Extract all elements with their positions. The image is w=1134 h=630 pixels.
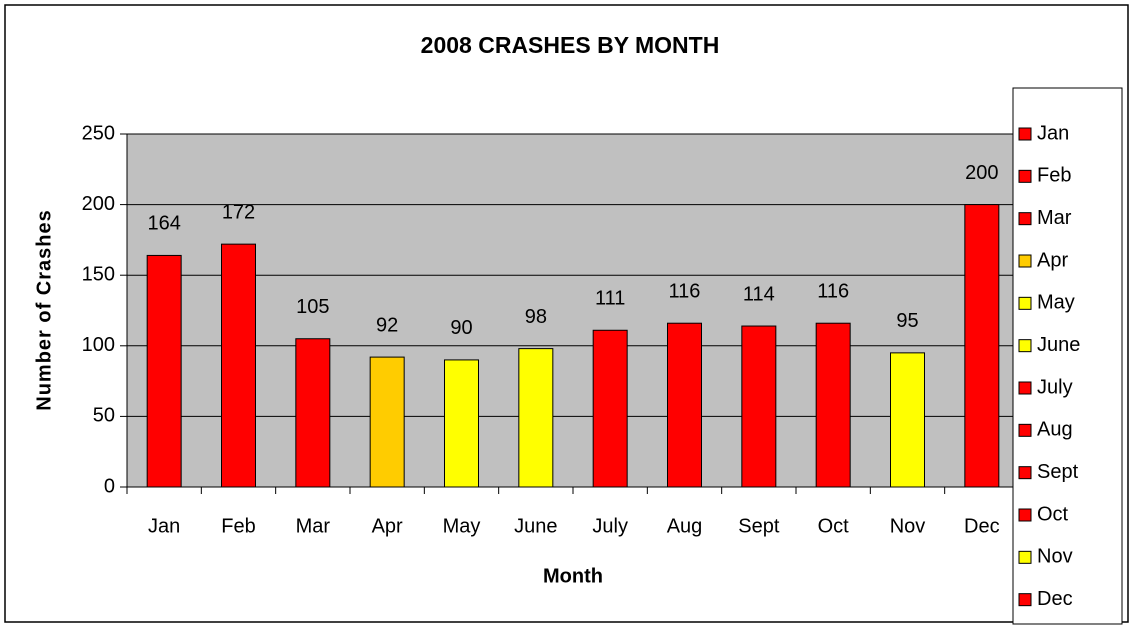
x-tick-label: Dec [964, 515, 1000, 537]
legend-label: Apr [1037, 249, 1068, 271]
legend-label: June [1037, 334, 1080, 356]
legend-label: Nov [1037, 546, 1073, 568]
y-tick-label: 200 [82, 193, 115, 215]
bar [444, 359, 479, 488]
y-axis-label: Number of Crashes [33, 209, 55, 411]
data-label: 116 [669, 280, 701, 302]
x-tick-label: Jan [148, 515, 180, 537]
data-label: 98 [525, 306, 547, 328]
legend-swatch [1018, 550, 1032, 564]
bar [295, 338, 331, 488]
x-tick-label: Oct [818, 515, 850, 537]
legend-label: Feb [1037, 165, 1071, 187]
x-tick-label: Apr [372, 515, 403, 537]
bar [221, 243, 256, 488]
legend-swatch [1018, 169, 1032, 183]
data-label: 90 [450, 317, 472, 339]
bar [518, 348, 554, 488]
x-tick-label: Aug [667, 515, 703, 537]
x-tick-label: Nov [890, 515, 926, 537]
data-label: 105 [296, 296, 329, 318]
data-label: 92 [376, 314, 398, 336]
legend-label: Sept [1037, 461, 1079, 483]
legend-swatch [1018, 254, 1032, 268]
data-label: 95 [896, 310, 918, 332]
x-tick-label: June [514, 515, 557, 537]
y-tick-label: 150 [82, 263, 115, 285]
data-label: 200 [965, 162, 998, 184]
plot-area [126, 133, 1020, 488]
data-label: 116 [817, 280, 849, 302]
legend-swatch [1018, 127, 1032, 141]
legend-swatch [1018, 339, 1032, 353]
bar [146, 254, 182, 488]
legend-label: July [1037, 376, 1073, 398]
legend-swatch [1018, 508, 1032, 522]
legend-label: Jan [1037, 122, 1069, 144]
x-tick-label: May [443, 515, 481, 537]
y-tick-label: 0 [104, 475, 115, 497]
legend-label: May [1037, 292, 1075, 314]
y-tick-label: 250 [82, 122, 115, 144]
legend-label: Dec [1037, 588, 1073, 610]
legend-swatch [1018, 381, 1032, 395]
bar [890, 352, 925, 488]
legend-swatch [1018, 593, 1032, 607]
data-label: 114 [743, 283, 775, 305]
bar [667, 322, 702, 488]
legend-swatch [1018, 212, 1032, 226]
x-tick-label: Sept [738, 515, 780, 537]
bar [592, 329, 628, 488]
x-tick-label: July [592, 515, 628, 537]
legend-swatch [1018, 466, 1032, 480]
legend-swatch [1018, 423, 1032, 437]
x-axis-label: Month [543, 565, 603, 587]
y-tick-label: 50 [93, 405, 115, 427]
legend-swatch [1018, 296, 1032, 310]
bar [369, 356, 405, 488]
bar [964, 204, 1000, 488]
data-label: 164 [147, 213, 180, 235]
legend-label: Aug [1037, 419, 1073, 441]
legend-label: Oct [1037, 503, 1069, 525]
x-tick-label: Mar [296, 515, 331, 537]
data-label: 111 [595, 288, 625, 310]
legend-label: Mar [1037, 207, 1072, 229]
bar [815, 322, 851, 488]
bar [741, 325, 777, 488]
data-label: 172 [222, 201, 255, 223]
x-tick-label: Feb [221, 515, 255, 537]
chart-title: 2008 CRASHES BY MONTH [421, 32, 720, 58]
y-tick-label: 100 [82, 334, 115, 356]
